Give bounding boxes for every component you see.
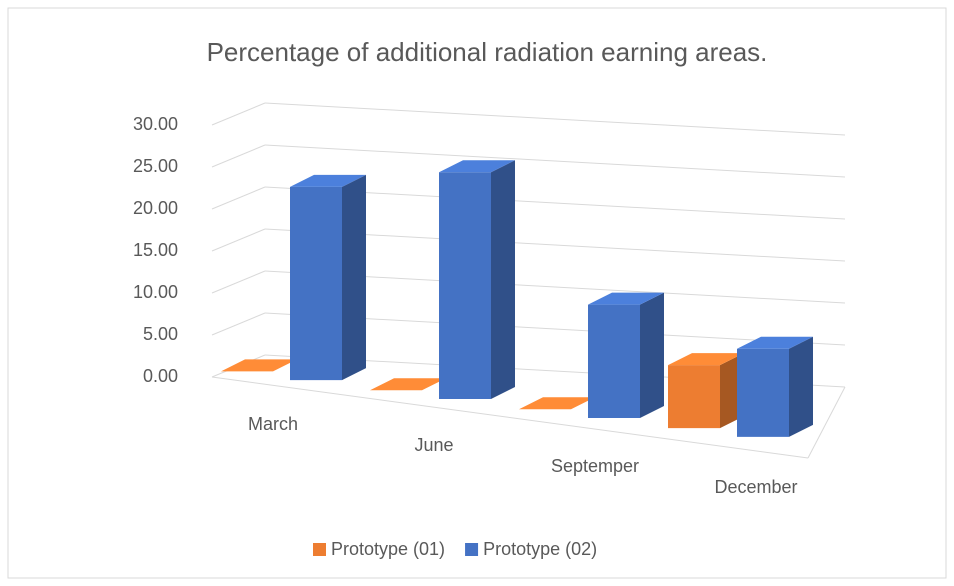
y-tick-label: 25.00 [133,156,178,176]
bar-top [221,359,297,372]
grid-line-side [211,186,266,210]
y-tick-label: 0.00 [143,366,178,386]
bar [737,336,813,437]
bar [290,174,366,381]
y-tick-label: 20.00 [133,198,178,218]
bar [519,397,595,410]
bar [668,353,744,429]
bar [370,378,446,391]
bar [439,160,515,400]
x-tick-label: June [414,435,453,455]
bar-top [519,397,595,410]
chart-title: Percentage of additional radiation earni… [207,37,768,67]
floor-front [211,376,809,459]
legend-label: Prototype (02) [483,539,597,559]
y-tick-label: 5.00 [143,324,178,344]
grid-line [264,144,846,178]
bar-front [588,304,640,418]
bar-side [789,336,813,437]
legend-swatch [465,543,479,556]
bar-top [737,336,813,349]
y-tick-label: 10.00 [133,282,178,302]
x-tick-label: Septemper [551,456,639,476]
bar [221,359,297,372]
bar-front [439,172,491,400]
legend-label: Prototype (01) [331,539,445,559]
grid-line-side [211,312,266,336]
bar-side [640,292,664,418]
bar-top [439,160,515,173]
grid-line-side [211,228,266,252]
grid-line-side [211,102,266,126]
grid-line [264,102,846,136]
bar [588,292,664,418]
bar-top [290,174,366,187]
grid-line-side [211,270,266,294]
y-tick-label: 15.00 [133,240,178,260]
y-tick-label: 30.00 [133,114,178,134]
bar-front [737,348,789,437]
bar-front [290,186,342,381]
bar-top [668,353,744,366]
x-tick-label: March [248,414,298,434]
bar-side [491,160,515,400]
bar-top [370,378,446,391]
grid-line-side [211,144,266,168]
floor-right [807,386,846,459]
x-tick-label: December [714,477,797,497]
bar-side [342,174,366,381]
bar-front [668,365,720,429]
bar-top [588,292,664,305]
legend-swatch [313,543,326,556]
